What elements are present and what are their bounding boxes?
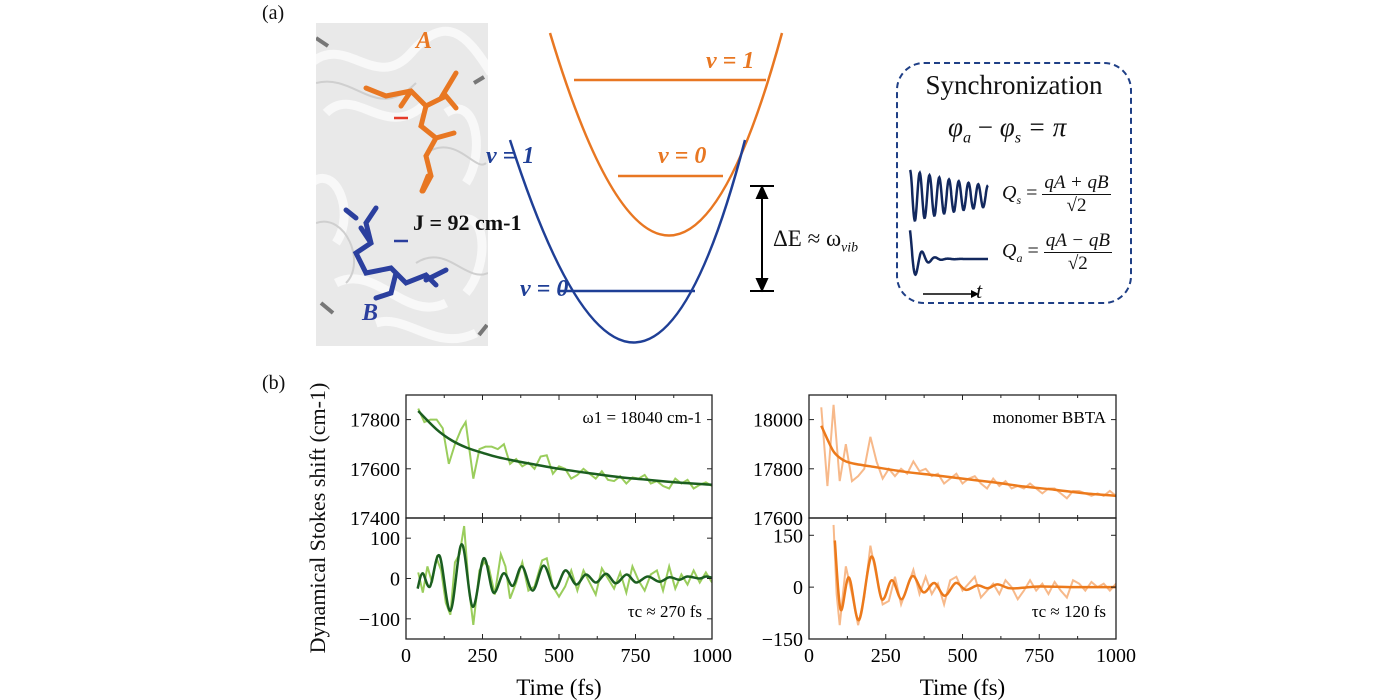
denominator: √2	[1067, 253, 1088, 274]
y-tick-label: 150	[773, 525, 803, 547]
x-tick-label: 500	[544, 645, 574, 667]
y-tick-label: 100	[370, 528, 400, 550]
fit-line	[820, 425, 1116, 498]
x-tick-label: 1000	[1096, 645, 1136, 667]
phase-symbol: φ	[948, 112, 963, 142]
x-tick-label: 750	[1024, 645, 1054, 667]
equals-sign: =	[1022, 240, 1044, 263]
fit-line	[416, 542, 712, 613]
residual-panel: −150 0 150 τc ≈ 120 fs	[762, 517, 1117, 651]
panel-a-label: (a)	[262, 2, 285, 24]
panel-annotation: ω1 = 18040 cm-1	[583, 408, 702, 427]
x-tick-label: 0	[401, 645, 411, 667]
fit-line	[833, 540, 1116, 622]
phase-equation: φa − φs = π	[948, 112, 1066, 147]
x-axis-label: Time (fs)	[920, 675, 1005, 700]
phase-symbol: φ	[999, 112, 1015, 142]
panel-annotation: monomer BBTA	[993, 408, 1107, 427]
energy-gap-arrow	[750, 184, 774, 293]
time-arrow-icon	[923, 290, 979, 298]
y-tick-label: 17400	[350, 508, 400, 530]
x-tick-label: 750	[621, 645, 651, 667]
mode-symbol: Q	[1002, 240, 1017, 263]
mode-symbol: Q	[1002, 182, 1017, 205]
energy-gap-sub: vib	[841, 239, 858, 255]
fraction: qA + qB √2	[1042, 172, 1111, 217]
minus-sign: −	[971, 112, 1000, 142]
chromophore-b-label: B	[362, 300, 379, 326]
phase-sub: a	[962, 128, 972, 147]
chromophore-a-label: A	[416, 28, 433, 54]
lower-v0-label: v = 0	[520, 276, 569, 302]
x-tick-label: 1000	[692, 645, 732, 667]
shift-panel: 17600 17800 18000 monomer BBTA	[753, 394, 1117, 530]
upper-potential-curve	[548, 32, 784, 237]
antisymmetric-mode-equation: Qa = qA − qB √2	[1002, 230, 1112, 275]
energy-gap-label: ΔE ≈ ωvib	[773, 226, 858, 256]
numerator: qA + qB	[1042, 172, 1111, 195]
panel-annotation: τc ≈ 120 fs	[1032, 602, 1106, 621]
antisymmetric-mode-wave-icon	[908, 230, 988, 277]
mode-sub: a	[1016, 251, 1023, 266]
y-tick-label: 17800	[350, 410, 400, 432]
y-tick-label: −150	[762, 629, 803, 651]
mode-sub: s	[1016, 193, 1022, 208]
x-tick-label: 250	[871, 645, 901, 667]
equals-pi: = π	[1021, 112, 1067, 142]
lower-v1-label: v = 1	[486, 143, 535, 169]
symmetric-mode-equation: Qs = qA + qB √2	[1002, 172, 1111, 217]
residual-panel: −100 0 100 τc ≈ 270 fs	[359, 517, 713, 640]
panel-b-label: (b)	[262, 372, 286, 394]
x-tick-label: 500	[948, 645, 978, 667]
protein-structure-image	[316, 23, 488, 346]
x-axis-label: Time (fs)	[516, 675, 601, 700]
y-tick-label: 18000	[753, 410, 803, 432]
numerator: qA − qB	[1043, 230, 1112, 253]
fit-line	[417, 410, 712, 487]
lower-potential-curve	[508, 139, 747, 344]
equals-sign: =	[1021, 182, 1043, 205]
y-tick-label: −100	[359, 609, 400, 631]
energy-gap-text: ΔE ≈ ω	[773, 226, 842, 251]
upper-v1-label: v = 1	[706, 48, 755, 74]
upper-v0-label: v = 0	[658, 143, 707, 169]
shift-panel: 17400 17600 17800 ω1 = 18040 cm-1	[350, 394, 713, 530]
y-tick-label: 0	[390, 569, 400, 591]
denominator: √2	[1066, 195, 1087, 216]
y-tick-label: 17600	[350, 459, 400, 481]
panel-annotation: τc ≈ 270 fs	[628, 602, 702, 621]
y-tick-label: 0	[793, 577, 803, 599]
fraction: qA − qB √2	[1043, 230, 1112, 275]
energy-level-diagram	[508, 32, 784, 344]
x-tick-label: 250	[468, 645, 498, 667]
phase-sub: s	[1014, 128, 1022, 147]
x-tick-label: 0	[804, 645, 814, 667]
coupling-label: J = 92 cm-1	[413, 210, 522, 235]
oscillation-sketches	[908, 169, 989, 277]
y-tick-label: 17800	[753, 459, 803, 481]
synchronization-box: Synchronization φa − φs = π t Qs = qA + …	[896, 62, 1132, 304]
symmetric-mode-wave-icon	[908, 169, 989, 222]
synchronization-title: Synchronization	[925, 70, 1103, 100]
y-tick-label: 17600	[753, 508, 803, 530]
time-label: t	[976, 278, 983, 303]
